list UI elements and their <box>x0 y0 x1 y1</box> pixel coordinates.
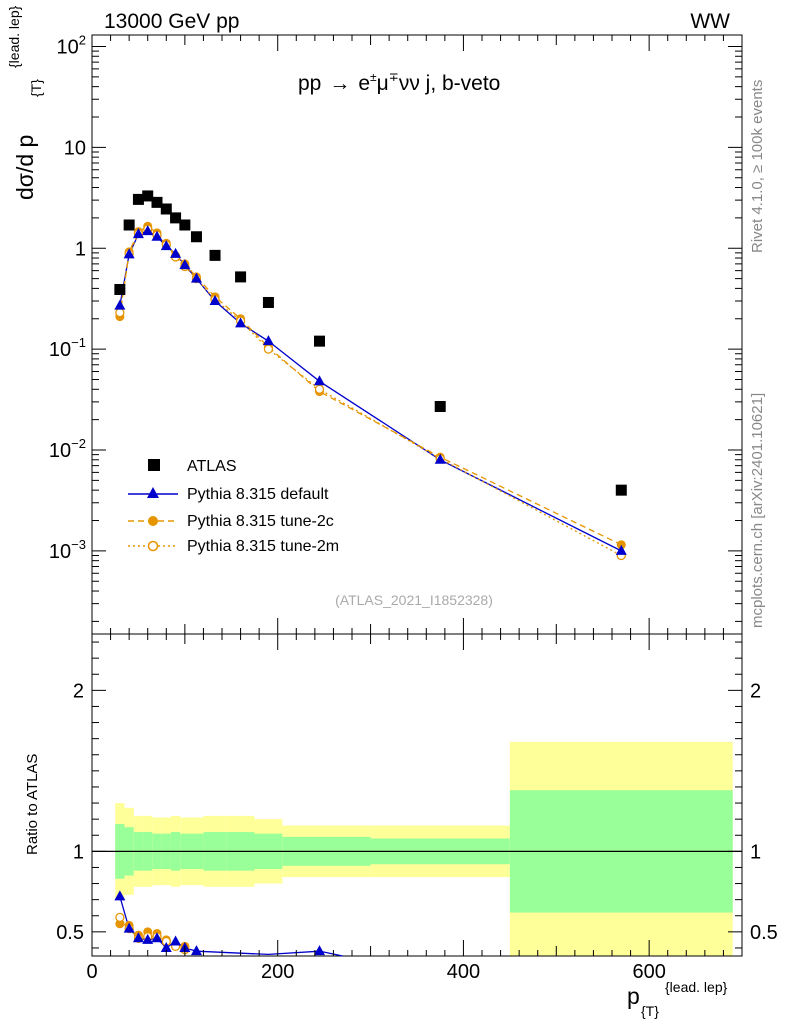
ratio-y-tick-label-right: 0.5 <box>750 922 778 944</box>
ratio-y-tick-label: 0.5 <box>56 922 84 944</box>
default-point <box>235 317 247 328</box>
default-point <box>262 335 274 346</box>
y-tick-label: 10 <box>64 137 86 159</box>
svg-text:dσ/d p: dσ/d p <box>12 135 38 200</box>
chart-title: pp → e±μ∓νν j, b-veto <box>298 70 500 95</box>
header-energy-label: 13000 GeV pp <box>104 10 239 33</box>
tune2m-point <box>263 344 274 354</box>
y-tick-label: 10−2 <box>49 436 86 462</box>
rivet-version-label: Rivet 4.1.0, ≥ 100k events <box>749 80 766 253</box>
mcplots-label: mcplots.cern.ch [arXiv:2401.10621] <box>749 393 766 628</box>
legend-label-atlas: ATLAS <box>187 458 237 475</box>
ratio-line-default <box>119 896 343 957</box>
default-point <box>151 230 163 241</box>
ratio-panel: 0 200 400 600 0.5 0.5 1 1 2 2 <box>56 633 778 983</box>
atlas-point <box>235 271 247 283</box>
ratio-default-point <box>160 941 172 952</box>
default-point <box>209 294 221 305</box>
ratio-default-point <box>114 890 126 901</box>
atlas-point <box>160 203 172 215</box>
default-point <box>160 240 172 251</box>
atlas-point <box>114 284 126 296</box>
y-tick-label: 10−1 <box>49 335 86 361</box>
default-point <box>123 248 135 259</box>
atlas-point <box>262 296 274 308</box>
legend-marker-default <box>147 487 159 498</box>
default-point <box>142 225 154 236</box>
legend: ATLAS Pythia 8.315 default Pythia 8.315 … <box>128 458 339 555</box>
x-tick-label: 0 <box>86 961 97 983</box>
ratio-tune2c-point <box>115 919 125 929</box>
ratio-y-tick-label-right: 2 <box>750 680 761 702</box>
y-tick-label: 10−3 <box>49 537 86 563</box>
atlas-point <box>615 484 627 496</box>
svg-text:p: p <box>627 983 640 1009</box>
x-tick-label: 400 <box>447 961 480 983</box>
ratio-default-point <box>314 945 325 956</box>
x-tick-label: 600 <box>632 961 665 983</box>
ratio-y-tick-label-right: 1 <box>750 841 761 863</box>
main-y-axis-label: dσ/d p {T} {lead. lep} <box>6 5 44 200</box>
svg-text:{T}: {T} <box>641 1003 659 1019</box>
ratio-default-point <box>170 935 182 946</box>
atlas-point <box>190 231 202 243</box>
atlas-point <box>142 190 154 202</box>
ratio-default-point <box>151 932 163 943</box>
default-point <box>314 375 325 386</box>
ratio-y-tick-label: 1 <box>73 841 84 863</box>
atlas-point <box>179 219 191 231</box>
ratio-y-tick-label: 2 <box>73 680 84 702</box>
atlas-point <box>123 219 135 231</box>
atlas-point <box>132 193 144 205</box>
ratio-default-point <box>190 945 202 956</box>
default-point <box>179 259 191 270</box>
ratio-default-point <box>132 932 144 943</box>
tune2m-point <box>314 384 325 394</box>
default-point <box>434 453 446 464</box>
default-point <box>132 228 144 239</box>
default-point <box>190 272 202 283</box>
header-process-label: WW <box>690 10 730 33</box>
atlas-point <box>314 335 325 347</box>
x-tick-label: 200 <box>261 961 294 983</box>
atlas-point <box>209 249 221 261</box>
ratio-default-point <box>123 922 135 933</box>
legend-label-default: Pythia 8.315 default <box>187 486 329 503</box>
legend-marker-tune2c <box>148 516 158 526</box>
ratio-y-axis-label: Ratio to ATLAS <box>24 754 41 855</box>
legend-marker-tune2m <box>147 540 159 552</box>
default-point <box>615 544 627 555</box>
svg-text:{lead. lep}: {lead. lep} <box>6 5 22 68</box>
default-point <box>114 299 126 310</box>
x-axis-label: p {T} {lead. lep} <box>627 979 728 1019</box>
ratio-tune2m-point <box>115 912 125 923</box>
ratio-default-point <box>142 933 154 944</box>
default-point <box>170 247 182 258</box>
tune2m-point <box>115 307 125 318</box>
ratio-frame <box>91 633 743 957</box>
y-tick-label: 102 <box>57 32 86 58</box>
svg-text:{T}: {T} <box>28 79 44 97</box>
tune2c-point <box>616 540 626 550</box>
atlas-point <box>151 196 163 208</box>
legend-label-tune2m: Pythia 8.315 tune-2m <box>187 538 339 555</box>
y-tick-label: 1 <box>75 238 86 260</box>
svg-text:{lead. lep}: {lead. lep} <box>665 979 728 995</box>
atlas-point <box>170 212 182 224</box>
main-panel: 102 10 1 10−1 10−2 10−3 <box>49 32 743 635</box>
legend-label-tune2c: Pythia 8.315 tune-2c <box>187 513 334 530</box>
analysis-watermark: (ATLAS_2021_I1852328) <box>335 592 493 608</box>
legend-marker-atlas <box>148 459 160 471</box>
atlas-point <box>434 400 446 412</box>
